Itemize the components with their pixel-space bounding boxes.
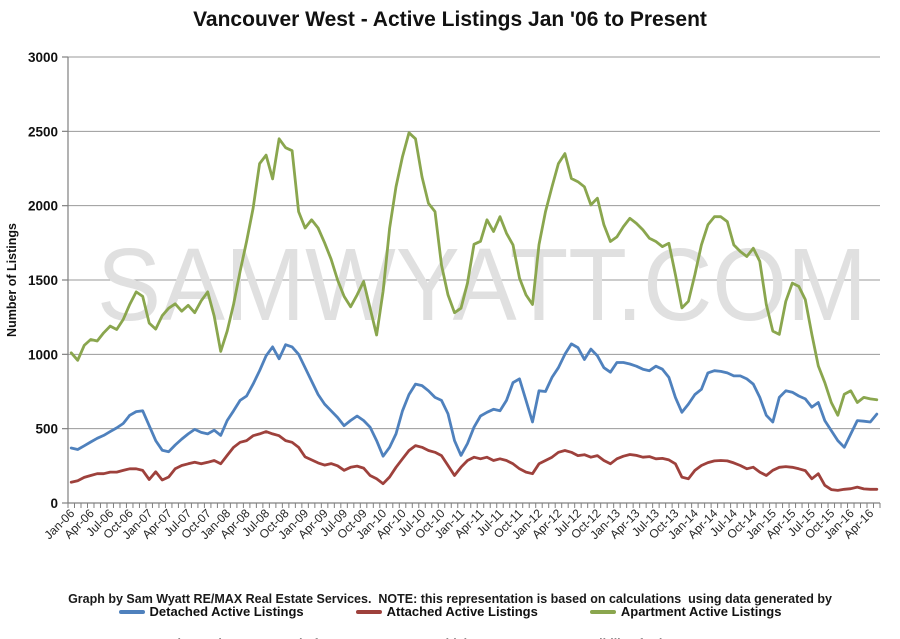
chart-title: Vancouver West - Active Listings Jan '06… (193, 8, 707, 31)
chart-caption: Graph by Sam Wyatt RE/MAX Real Estate Se… (0, 562, 900, 639)
y-axis-title: Number of Listings (5, 223, 19, 337)
chart-legend: Detached Active Listings Attached Active … (40, 604, 860, 619)
y-tick-label: 2000 (28, 199, 58, 214)
series-line-attached-active-listings (69, 430, 879, 492)
legend-item-detached-active-listings: Detached Active Listings (118, 604, 304, 619)
legend-line-swatch (118, 609, 145, 614)
y-tick-label: 500 (35, 422, 58, 437)
legend-label: Apartment Active Listings (620, 604, 782, 619)
legend-label: Attached Active Listings (386, 604, 538, 619)
caption-line-1: Graph by Sam Wyatt RE/MAX Real Estate Se… (68, 592, 832, 606)
y-tick-label: 3000 (28, 50, 58, 65)
caption-line-2: the Real Estate Board of Greater Vancouv… (0, 637, 900, 639)
legend-item-apartment-active-listings: Apartment Active Listings (589, 604, 782, 619)
series-line-apartment-active-listings (69, 131, 879, 417)
legend-line-swatch (355, 609, 382, 614)
y-tick-label: 2500 (28, 124, 58, 139)
y-tick-label: 1000 (28, 347, 58, 362)
legend-label: Detached Active Listings (149, 604, 304, 619)
legend-line-swatch (589, 609, 616, 614)
y-tick-label: 0 (50, 496, 58, 511)
series-line-detached-active-listings (69, 342, 879, 458)
watermark-text: SAMWYATT.COM (97, 227, 867, 342)
y-tick-label: 1500 (28, 273, 58, 288)
legend-item-attached-active-listings: Attached Active Listings (355, 604, 538, 619)
